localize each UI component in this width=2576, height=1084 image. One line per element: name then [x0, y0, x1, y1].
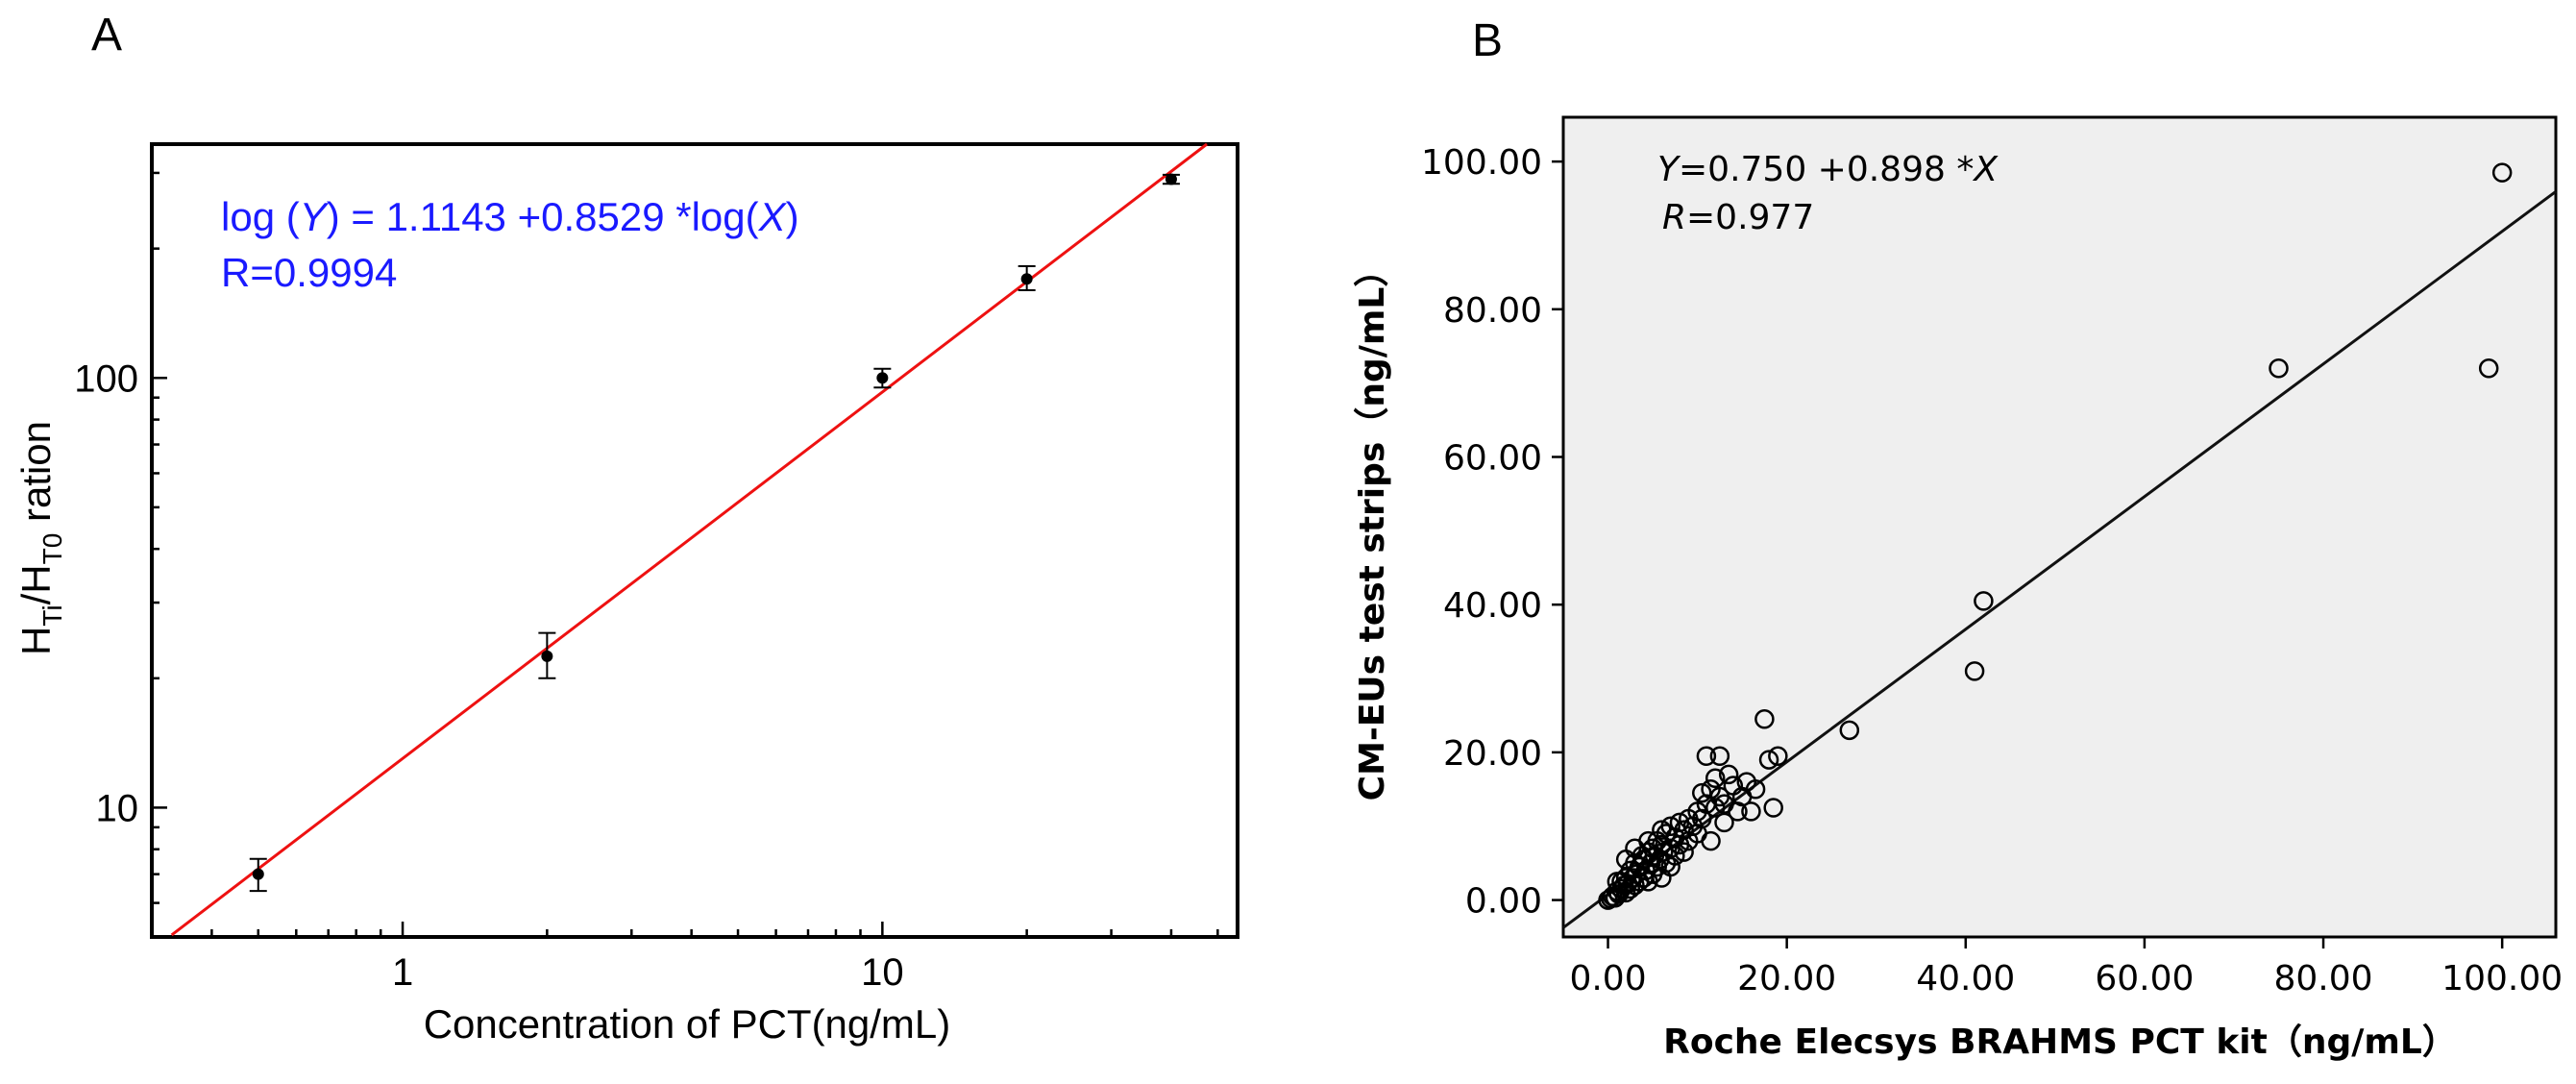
panel-a-letter: A — [91, 10, 122, 61]
panel-a-equation: log (Y) = 1.1143 +0.8529 *log(X) — [221, 194, 799, 239]
b-data-point — [1714, 812, 1734, 833]
b-data-point — [1674, 820, 1694, 840]
a-x-tick-label: 1 — [392, 951, 413, 994]
panel-a-frame — [150, 142, 1239, 939]
b-data-point — [1763, 798, 1783, 818]
b-data-point — [1607, 872, 1628, 892]
b-data-point — [2478, 358, 2499, 379]
b-data-point — [1638, 830, 1658, 851]
a-data-point — [876, 372, 889, 384]
b-x-tick-label: 20.00 — [1737, 959, 1836, 998]
b-data-point — [1660, 816, 1681, 836]
b-data-point — [1974, 591, 1994, 611]
panel-a-chart: 1 10 10 100 log (Y) = 1.1143 +0.8529 *log(X… — [13, 142, 1239, 1047]
panel-a-points — [249, 173, 1180, 893]
panel-b-points — [1598, 162, 2513, 910]
b-data-point — [1705, 798, 1726, 818]
b-y-tick-label: 0.00 — [1465, 882, 1542, 922]
panel-b-r-value: R=0.977 — [1662, 198, 1814, 237]
b-data-point — [1709, 746, 1730, 766]
b-x-tick-label: 0.00 — [1569, 959, 1646, 998]
panel-b-fit — [1562, 190, 2557, 929]
panel-a-r-value: R=0.9994 — [221, 250, 397, 295]
b-y-tick-label: 40.00 — [1443, 586, 1542, 626]
b-x-tick-label: 100.00 — [2441, 959, 2563, 998]
panel-b-x-axis-label: Roche Elecsys BRAHMS PCT kit（ng/mL） — [1663, 1022, 2457, 1062]
b-data-point — [1741, 801, 1761, 822]
a-data-point — [1165, 173, 1177, 185]
b-data-point — [1691, 782, 1712, 803]
b-data-point — [1674, 842, 1694, 862]
b-data-point — [1705, 768, 1726, 789]
b-data-point — [1839, 720, 1860, 741]
b-data-point — [1964, 661, 1985, 681]
panel-a-y-axis-label: HTi/HT0 ration — [13, 421, 67, 655]
b-data-point — [2491, 162, 2513, 183]
b-data-point — [1758, 750, 1779, 770]
a-x-tick-label: 10 — [861, 951, 904, 994]
panel-b-frame — [1561, 115, 2558, 939]
b-fit-line — [1562, 190, 2557, 929]
a-fit-line — [170, 142, 1208, 937]
a-data-point — [1020, 273, 1033, 285]
panel-b-equation: Y=0.750 +0.898 *X — [1657, 150, 1999, 189]
panel-b-chart: 0.00 20.00 40.00 60.00 80.00 100.00 0.00 20.00 4… — [1353, 115, 2563, 1062]
a-data-point — [252, 868, 264, 880]
b-y-tick-label: 20.00 — [1443, 734, 1542, 774]
b-y-tick-label: 60.00 — [1443, 438, 1542, 478]
a-y-tick-label: 100 — [74, 357, 138, 400]
b-data-point — [1754, 709, 1775, 729]
a-y-tick-label: 10 — [96, 787, 139, 829]
b-data-point — [1652, 820, 1672, 840]
panel-b-y-axis-label: CM-EUs test strips（ng/mL） — [1353, 253, 1392, 801]
b-data-point — [1701, 830, 1721, 851]
panel-a-axes: 1 10 10 100 — [74, 171, 1219, 994]
b-data-point — [1745, 779, 1766, 800]
b-data-point — [1660, 856, 1681, 877]
b-data-point — [1768, 746, 1788, 766]
panel-a-fit — [170, 142, 1208, 937]
b-y-tick-label: 100.00 — [1421, 143, 1542, 183]
b-data-point — [2269, 358, 2289, 379]
b-y-tick-label: 80.00 — [1443, 291, 1542, 331]
b-x-tick-label: 40.00 — [1916, 959, 2015, 998]
b-x-tick-label: 60.00 — [2095, 959, 2194, 998]
a-data-point — [541, 650, 553, 662]
b-x-tick-label: 80.00 — [2274, 959, 2373, 998]
b-data-point — [1718, 764, 1739, 785]
b-data-point — [1696, 746, 1717, 766]
panel-a-x-axis-label: Concentration of PCT(ng/mL) — [424, 1001, 951, 1047]
panel-b-axes: 0.00 20.00 40.00 60.00 80.00 100.00 0.00 20.00 4… — [1421, 143, 2563, 998]
panel-b-letter: B — [1472, 15, 1503, 66]
